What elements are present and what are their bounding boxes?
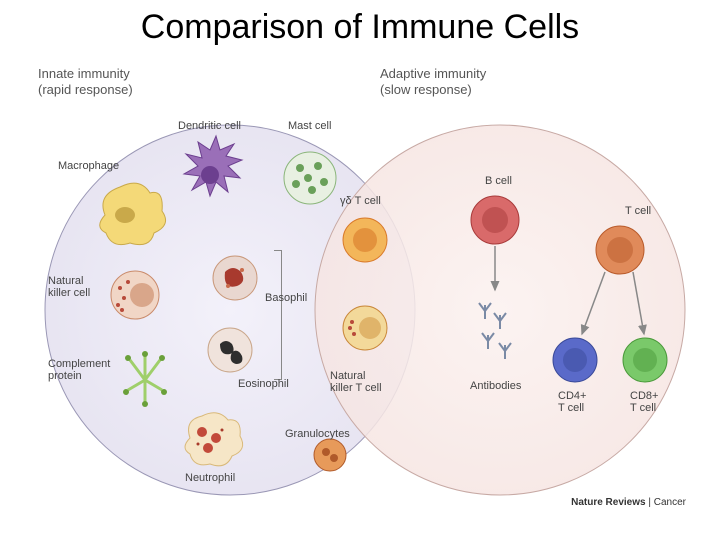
cd8-icon bbox=[623, 338, 667, 382]
mast-icon bbox=[284, 152, 336, 204]
nkt-icon bbox=[343, 306, 387, 350]
eosinophil-icon bbox=[208, 328, 252, 372]
bcell-icon bbox=[471, 196, 519, 244]
basophil-icon bbox=[213, 256, 257, 300]
page-title: Comparison of Immune Cells bbox=[0, 8, 720, 47]
dendritic-label: Dendritic cell bbox=[178, 120, 241, 132]
macrophage-label: Macrophage bbox=[58, 160, 119, 172]
basophil-label: Basophil bbox=[265, 292, 307, 304]
cd8-label: CD8+ T cell bbox=[630, 390, 658, 414]
attribution: Nature Reviews | Cancer bbox=[571, 497, 686, 508]
gdt-label: γδ T cell bbox=[340, 195, 381, 207]
nkt-label: Natural killer T cell bbox=[330, 370, 382, 394]
venn-svg bbox=[30, 60, 690, 510]
mast-label: Mast cell bbox=[288, 120, 331, 132]
attribution-topic: Cancer bbox=[654, 497, 686, 508]
bcell-label: B cell bbox=[485, 175, 512, 187]
attribution-journal: Nature Reviews bbox=[571, 497, 645, 508]
granulocytes-label: Granulocytes bbox=[285, 428, 350, 440]
tcell-icon bbox=[596, 226, 644, 274]
tcell-label: T cell bbox=[625, 205, 651, 217]
antibodies-label: Antibodies bbox=[470, 380, 521, 392]
diagram-canvas: Innate immunity (rapid response) Adaptiv… bbox=[30, 60, 690, 510]
complement-label: Complement protein bbox=[48, 358, 110, 382]
neutrophil-label: Neutrophil bbox=[185, 472, 235, 484]
cd4-icon bbox=[553, 338, 597, 382]
granulocytes-icon bbox=[314, 439, 346, 471]
cd4-label: CD4+ T cell bbox=[558, 390, 586, 414]
nk-label: Natural killer cell bbox=[48, 275, 90, 299]
granulocyte-bracket bbox=[274, 250, 282, 380]
nk-icon bbox=[111, 271, 159, 319]
eosinophil-label: Eosinophil bbox=[238, 378, 289, 390]
gdt-icon bbox=[343, 218, 387, 262]
